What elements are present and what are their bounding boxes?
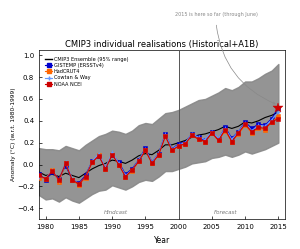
Legend: CMIP3 Ensemble (95% range), GISTEMP (ERSSTv4), HadCRUT4, Cowtan & Way, NOAA NCEI: CMIP3 Ensemble (95% range), GISTEMP (ERS… bbox=[44, 56, 130, 88]
Title: CMIP3 individual realisations (Historical+A1B): CMIP3 individual realisations (Historica… bbox=[65, 40, 259, 49]
Text: Forecast: Forecast bbox=[213, 210, 237, 215]
X-axis label: Year: Year bbox=[154, 236, 170, 245]
Y-axis label: Anomaly (°C) (w.r.t. 1980-1999): Anomaly (°C) (w.r.t. 1980-1999) bbox=[11, 88, 16, 181]
Text: 2015 is here so far (through June): 2015 is here so far (through June) bbox=[175, 12, 257, 17]
Text: Hindcast: Hindcast bbox=[103, 210, 127, 215]
